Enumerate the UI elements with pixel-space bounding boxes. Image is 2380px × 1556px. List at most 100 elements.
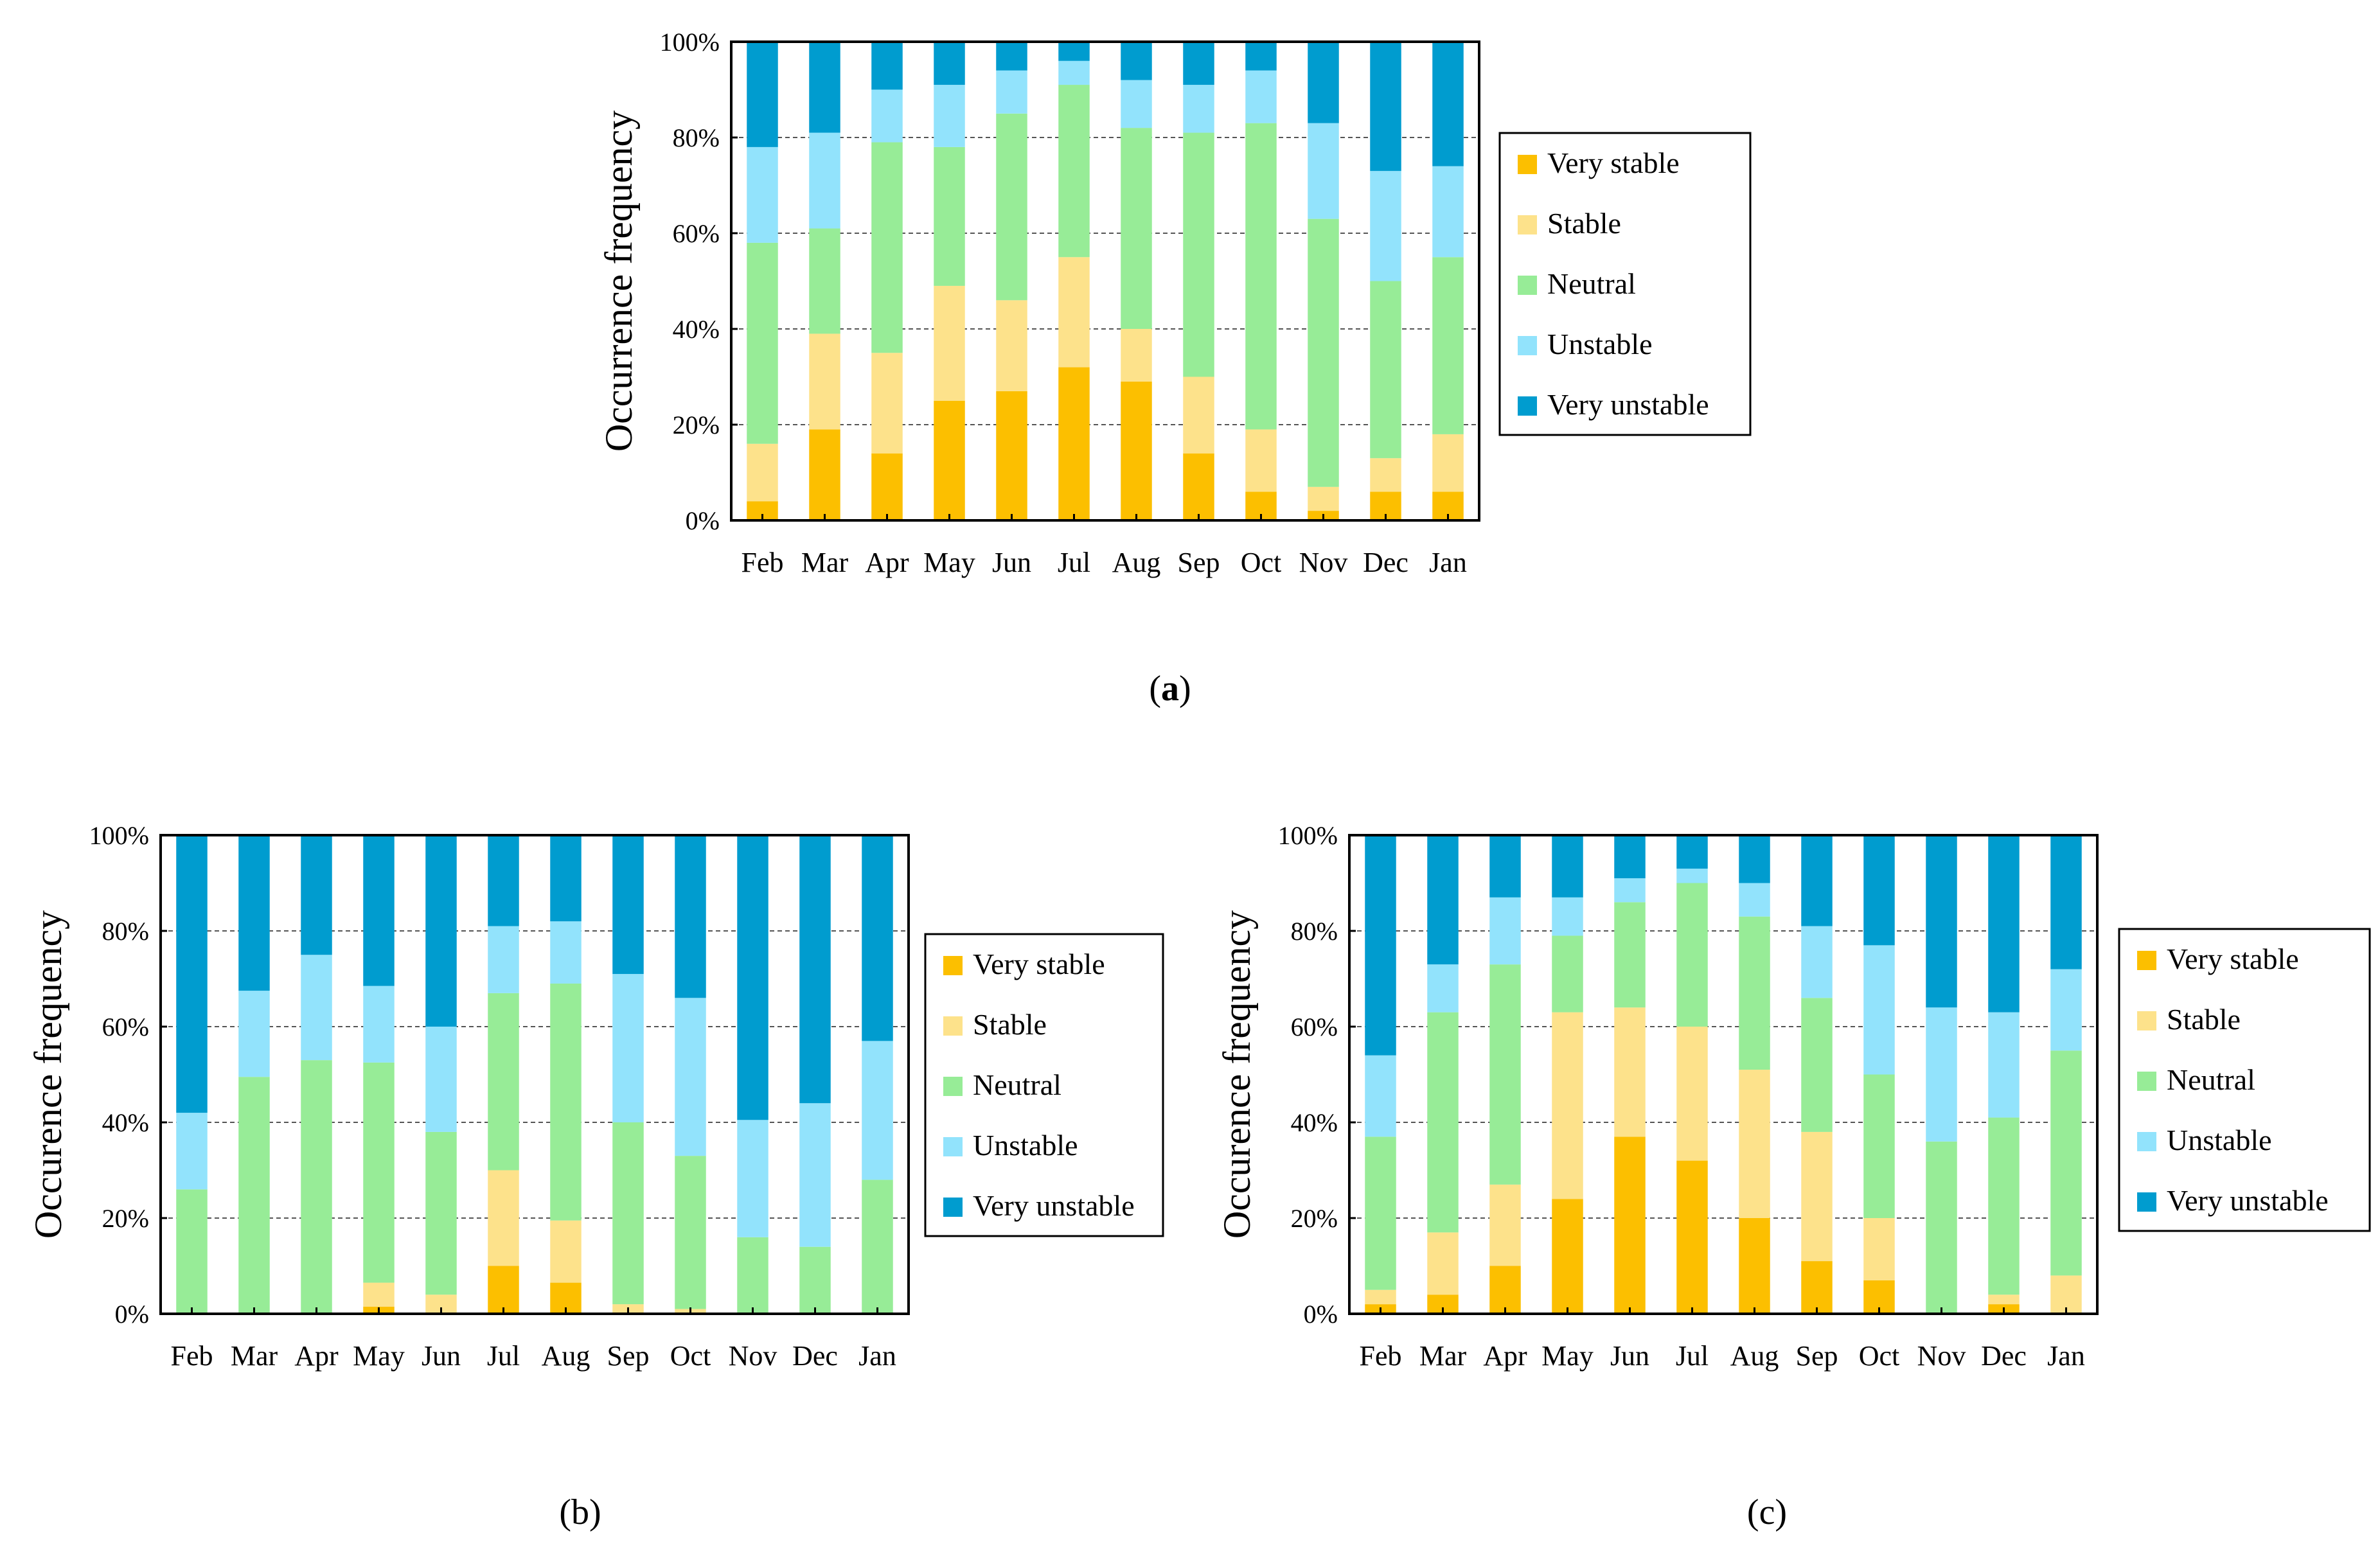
legend-swatch (2137, 951, 2156, 970)
bar-neutral-feb (747, 242, 778, 444)
y-tick-label: 40% (102, 1108, 149, 1137)
bar-neutral-jun (996, 113, 1027, 301)
bar-very-unstable-sep (1801, 835, 1833, 926)
bar-neutral-jul (488, 993, 519, 1171)
bar-neutral-jul (1058, 85, 1090, 258)
x-tick-label: Jul (487, 1340, 520, 1372)
bar-stable-may (1552, 1012, 1583, 1199)
bar-unstable-jun (1614, 878, 1646, 903)
x-tick-label: Jul (1058, 547, 1090, 578)
bar-unstable-jun (996, 70, 1027, 114)
bar-very-unstable-feb (1365, 835, 1396, 1056)
bar-stable-aug (550, 1220, 582, 1283)
bar-unstable-dec (799, 1103, 831, 1247)
legend-swatch (2137, 1192, 2156, 1212)
x-tick-label: Oct (1859, 1340, 1900, 1372)
bar-neutral-sep (612, 1122, 644, 1305)
bar-very-unstable-oct (675, 835, 706, 998)
bar-unstable-sep (1183, 85, 1214, 133)
bar-neutral-may (934, 146, 965, 286)
bar-unstable-apr (301, 955, 332, 1061)
legend: Very stable Stable Neutral Unstable Very uns… (1498, 132, 1752, 436)
x-tick-label: May (353, 1340, 405, 1372)
bar-very-unstable-may (1552, 835, 1583, 897)
bar-very-unstable-nov (1926, 835, 1957, 1008)
bar-stable-jul (488, 1170, 519, 1266)
bar-stable-may (934, 285, 965, 401)
bar-neutral-nov (1308, 218, 1339, 487)
legend-swatch (1518, 276, 1537, 295)
bar-stable-jun (1614, 1007, 1646, 1137)
bar-unstable-jan (2050, 969, 2082, 1051)
x-tick-label: Oct (1241, 547, 1282, 578)
bar-unstable-jul (1058, 60, 1090, 85)
legend-label: Very stable (973, 948, 1105, 980)
bar-stable-nov (1308, 486, 1339, 511)
legend-label: Unstable (1547, 328, 1653, 360)
bar-unstable-jun (425, 1027, 457, 1132)
x-tick-label: Nov (1917, 1340, 1966, 1372)
bar-very-stable-jul (488, 1266, 519, 1314)
legend-box (1498, 132, 1752, 436)
legend-label: Neutral (1547, 267, 1636, 300)
y-tick-label: 60% (1291, 1012, 1338, 1041)
x-tick-label: Sep (1796, 1340, 1838, 1372)
y-axis-label: Occurence frequency (27, 910, 69, 1239)
bar-neutral-mar (1427, 1012, 1459, 1233)
bar-unstable-apr (871, 89, 903, 143)
x-tick-label: Dec (792, 1340, 838, 1372)
bar-very-unstable-jul (1058, 42, 1090, 61)
y-tick-label: 80% (1291, 917, 1338, 946)
bar-stable-sep (1801, 1131, 1833, 1262)
bar-very-unstable-apr (871, 42, 903, 90)
bar-unstable-mar (238, 991, 270, 1077)
bar-very-unstable-oct (1245, 42, 1277, 71)
legend-box (924, 933, 1164, 1237)
bar-neutral-mar (809, 228, 840, 334)
bar-unstable-nov (737, 1120, 768, 1237)
x-tick-label: Dec (1981, 1340, 2027, 1372)
x-tick-label: Dec (1363, 547, 1408, 578)
y-tick-label: 80% (673, 123, 720, 152)
bar-stable-oct (1245, 429, 1277, 492)
bar-stable-may (363, 1282, 395, 1307)
bar-neutral-jan (862, 1180, 893, 1314)
bar-very-unstable-mar (809, 42, 840, 133)
x-tick-label: Aug (1112, 547, 1161, 578)
x-tick-label: Mar (1419, 1340, 1467, 1372)
bar-neutral-may (1552, 935, 1583, 1012)
bar-neutral-may (363, 1062, 395, 1283)
x-tick-label: Aug (1730, 1340, 1779, 1372)
y-tick-label: 100% (89, 821, 149, 850)
y-tick-label: 60% (673, 219, 720, 248)
bar-very-stable-may (934, 400, 965, 520)
bar-very-unstable-mar (238, 835, 270, 991)
bar-unstable-feb (176, 1113, 208, 1190)
legend: Very stable Stable Neutral Unstable Very uns… (2118, 928, 2371, 1232)
legend-swatch (943, 1077, 963, 1096)
bar-unstable-jul (488, 926, 519, 993)
legend-label: Very unstable (973, 1189, 1135, 1222)
bar-very-unstable-nov (1308, 42, 1339, 123)
y-tick-label: 100% (1278, 821, 1338, 850)
bar-unstable-may (363, 986, 395, 1063)
x-tick-label: Jan (2047, 1340, 2085, 1372)
bar-neutral-jun (425, 1131, 457, 1295)
bar-stable-dec (1370, 458, 1401, 492)
bar-very-unstable-dec (1988, 835, 2020, 1012)
bar-neutral-mar (238, 1077, 270, 1314)
bar-very-unstable-may (934, 42, 965, 85)
legend-swatch (1518, 396, 1537, 416)
bar-very-stable-jul (1676, 1160, 1708, 1314)
bar-stable-aug (1739, 1070, 1770, 1218)
x-tick-label: Apr (1483, 1340, 1527, 1372)
x-tick-label: Jun (1610, 1340, 1649, 1372)
bar-very-unstable-may (363, 835, 395, 986)
bar-neutral-dec (1370, 281, 1401, 459)
x-tick-label: Feb (742, 547, 784, 578)
bar-stable-jan (1432, 434, 1464, 492)
legend-label: Unstable (973, 1129, 1078, 1162)
bar-stable-oct (1863, 1218, 1895, 1280)
y-tick-label: 40% (1291, 1108, 1338, 1137)
bar-very-stable-jun (996, 391, 1027, 520)
